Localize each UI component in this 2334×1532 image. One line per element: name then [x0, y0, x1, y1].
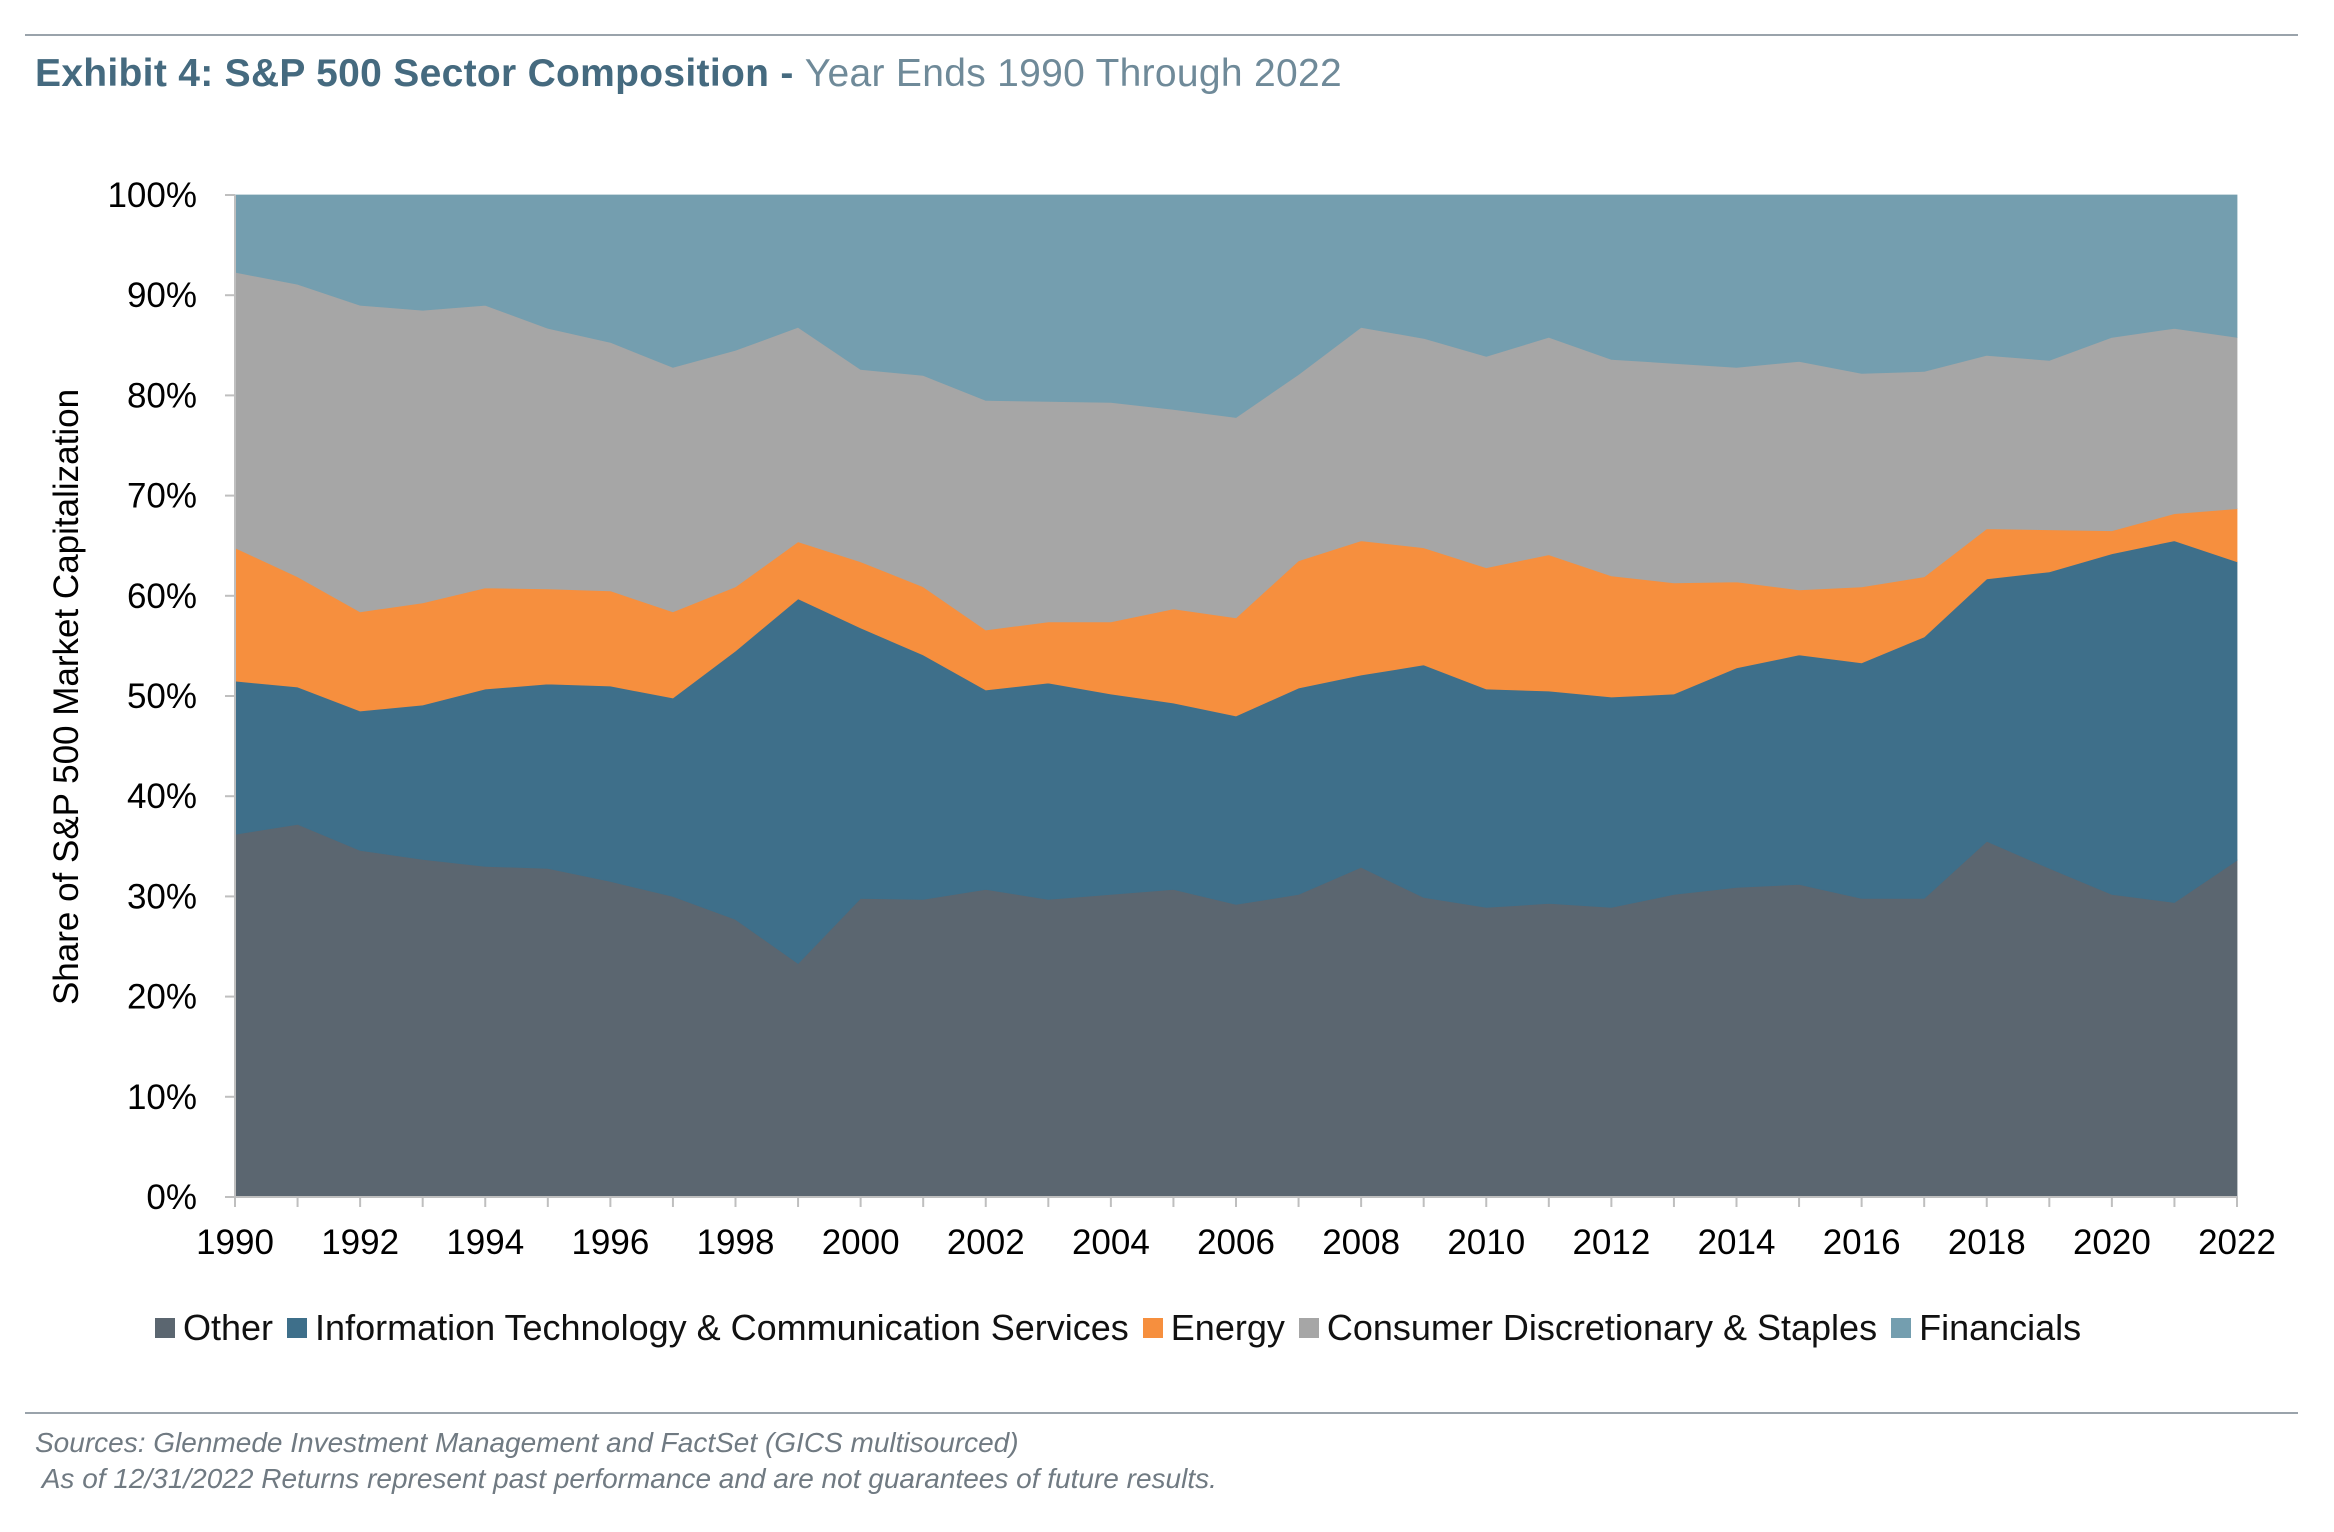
x-tick-label: 1998: [697, 1223, 775, 1262]
top-rule: [25, 34, 2298, 36]
y-tick-label: 10%: [127, 1078, 197, 1117]
area-layers: [234, 194, 2238, 1198]
x-tick-label: 2020: [2073, 1223, 2151, 1262]
y-tick-label: 100%: [107, 176, 197, 215]
x-tick-label: 2000: [822, 1223, 900, 1262]
x-tick-label: 1994: [446, 1223, 524, 1262]
y-tick-label: 30%: [127, 877, 197, 916]
x-tick-label: 2010: [1447, 1223, 1525, 1262]
title-subtitle: Year Ends 1990 Through 2022: [804, 52, 1342, 95]
bottom-rule: [25, 1412, 2298, 1414]
y-axis-label: Share of S&P 500 Market Capitalization: [47, 389, 86, 1005]
source-line-1: Sources: Glenmede Investment Management …: [35, 1427, 1019, 1458]
legend-label: Financials: [1919, 1307, 2082, 1348]
y-tick-label: 60%: [127, 577, 197, 616]
legend-item: Financials: [1891, 1307, 2081, 1349]
x-tick-label: 2002: [947, 1223, 1025, 1262]
chart-legend: Other Information Technology & Communicat…: [155, 1307, 2095, 1349]
title-main: Exhibit 4: S&P 500 Sector Composition: [35, 52, 770, 95]
legend-swatch: [155, 1318, 175, 1338]
y-tick-label: 20%: [127, 978, 197, 1017]
y-tick-label: 80%: [127, 376, 197, 415]
chart-axes: 0% 10% 20% 30% 40% 50% 60% 70% 80% 90% 100% 1990 199…: [107, 176, 2275, 1262]
legend-swatch: [287, 1318, 308, 1338]
x-tick-label: 2004: [1072, 1223, 1150, 1262]
legend-label: Consumer Discretionary & Staples: [1326, 1307, 1878, 1348]
legend-item: Consumer Discretionary & Staples: [1298, 1307, 1878, 1349]
legend-item: Information Technology & Communication S…: [287, 1307, 1129, 1349]
x-tick-label: 2006: [1197, 1223, 1275, 1262]
legend-item: Other: [155, 1307, 273, 1349]
x-tick-label: 1996: [571, 1223, 649, 1262]
x-tick-label: 2022: [2198, 1223, 2276, 1262]
stacked-area-chart: 0% 10% 20% 30% 40% 50% 60% 70% 80% 90% 100% 1990 199…: [47, 176, 2276, 1262]
title-separator: -: [769, 52, 805, 95]
legend-swatch: [1142, 1318, 1163, 1338]
legend-label: Other: [183, 1307, 274, 1348]
y-tick-label: 90%: [127, 276, 197, 315]
legend-swatch: [1298, 1318, 1319, 1338]
area-financials: [234, 194, 2238, 418]
y-tick-label: 70%: [127, 477, 197, 516]
chart-title: Exhibit 4: S&P 500 Sector Composition - …: [35, 52, 1342, 96]
legend-swatch: [1891, 1318, 1912, 1338]
legend-item: Energy: [1142, 1307, 1285, 1349]
y-tick-label: 40%: [127, 777, 197, 816]
x-tick-label: 1992: [321, 1223, 399, 1262]
y-tick-label: 50%: [127, 677, 197, 716]
x-tick-label: 2016: [1823, 1223, 1901, 1262]
x-tick-label: 2008: [1322, 1223, 1400, 1262]
legend-label: Information Technology & Communication S…: [315, 1307, 1129, 1348]
x-tick-label: 2018: [1948, 1223, 2026, 1262]
y-tick-label: 0%: [146, 1178, 197, 1217]
x-tick-label: 1990: [196, 1223, 274, 1262]
source-note: Sources: Glenmede Investment Management …: [35, 1425, 1217, 1497]
x-tick-label: 2014: [1698, 1223, 1776, 1262]
x-tick-label: 2012: [1572, 1223, 1650, 1262]
legend-label: Energy: [1170, 1307, 1285, 1348]
source-line-2: As of 12/31/2022 Returns represent past …: [35, 1463, 1217, 1494]
